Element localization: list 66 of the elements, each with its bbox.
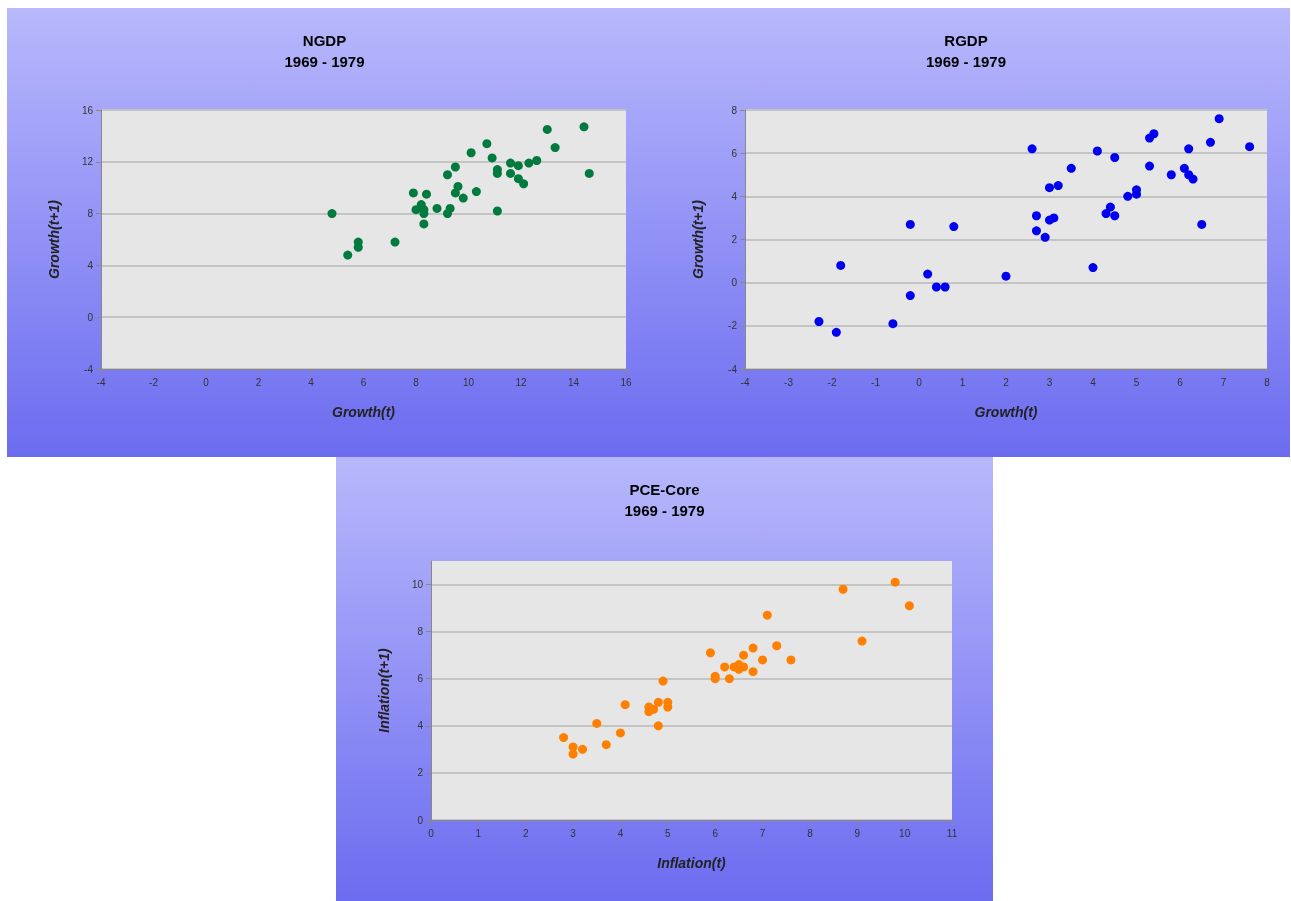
x-tick-label: -4 <box>740 376 750 388</box>
y-tick-label: 12 <box>81 156 94 168</box>
x-tick-label: 4 <box>1090 376 1097 388</box>
y-tick-label: -4 <box>84 363 94 375</box>
y-tick-label: 4 <box>417 720 424 732</box>
y-tick-label: 6 <box>417 673 424 685</box>
chart-title: RGDP <box>944 32 988 49</box>
x-axis-title: Growth(t) <box>974 404 1038 420</box>
x-tick-label: 6 <box>360 376 367 388</box>
chart-title: PCE-Core <box>629 481 700 498</box>
x-tick-label: 1 <box>475 827 482 839</box>
y-axis-title: Inflation(t+1) <box>376 647 392 733</box>
x-tick-label: 3 <box>570 827 577 839</box>
y-tick-label: 10 <box>411 579 424 591</box>
y-tick-label: 8 <box>87 208 94 220</box>
x-tick-label: 14 <box>567 376 580 388</box>
x-tick-label: 16 <box>620 376 632 388</box>
chart-subtitle: 1969 - 1979 <box>925 53 1007 70</box>
x-tick-label: 8 <box>1264 376 1271 388</box>
x-tick-label: 10 <box>899 827 911 839</box>
y-tick-label: 2 <box>731 234 738 245</box>
y-axis-title: Growth(t+1) <box>46 199 62 279</box>
y-tick-label: 4 <box>87 259 94 271</box>
y-tick-label: 6 <box>731 147 738 159</box>
chart-title: NGDP <box>302 32 347 49</box>
y-tick-label: 0 <box>87 311 94 323</box>
x-tick-label: 5 <box>1133 376 1140 388</box>
x-tick-label: 12 <box>515 376 527 388</box>
x-tick-label: 2 <box>255 376 262 388</box>
y-tick-label: 4 <box>731 190 738 202</box>
x-tick-label: -3 <box>784 376 794 388</box>
x-tick-label: 2 <box>522 827 529 839</box>
x-tick-label: -1 <box>871 376 881 388</box>
x-tick-label: 9 <box>854 827 861 839</box>
y-tick-label: 8 <box>417 626 424 638</box>
x-tick-label: 5 <box>665 827 672 839</box>
x-tick-label: -2 <box>149 376 159 388</box>
x-tick-label: 4 <box>617 827 624 839</box>
x-tick-label: 6 <box>1177 376 1184 388</box>
y-tick-label: -2 <box>728 320 738 332</box>
x-tick-label: 7 <box>759 827 766 839</box>
y-tick-label: -4 <box>728 363 738 375</box>
y-tick-label: 16 <box>81 104 94 116</box>
x-tick-label: 0 <box>916 376 923 388</box>
chart-subtitle: 1969 - 1979 <box>284 53 365 70</box>
x-axis-title: Growth(t) <box>332 404 396 420</box>
y-tick-label: 2 <box>417 767 424 779</box>
y-axis-title: Growth(t+1) <box>690 199 706 279</box>
chart-subtitle: 1969 - 1979 <box>624 502 705 519</box>
x-tick-label: -2 <box>827 376 837 388</box>
x-tick-label: 7 <box>1220 376 1227 388</box>
x-tick-label: 1 <box>959 376 966 388</box>
x-tick-label: -4 <box>96 376 106 388</box>
y-tick-label: 8 <box>731 104 738 116</box>
x-tick-label: 2 <box>1003 376 1010 388</box>
x-tick-label: 0 <box>203 376 210 388</box>
x-tick-label: 10 <box>462 376 475 388</box>
x-tick-label: 8 <box>807 827 814 839</box>
x-axis-title: Inflation(t) <box>657 855 727 871</box>
x-tick-label: 3 <box>1046 376 1053 388</box>
x-tick-label: 4 <box>308 376 315 388</box>
x-tick-label: 0 <box>428 827 435 839</box>
y-tick-label: 0 <box>417 814 424 826</box>
x-tick-label: 11 <box>946 827 958 839</box>
y-tick-label: 0 <box>731 277 738 289</box>
x-tick-label: 6 <box>712 827 719 839</box>
